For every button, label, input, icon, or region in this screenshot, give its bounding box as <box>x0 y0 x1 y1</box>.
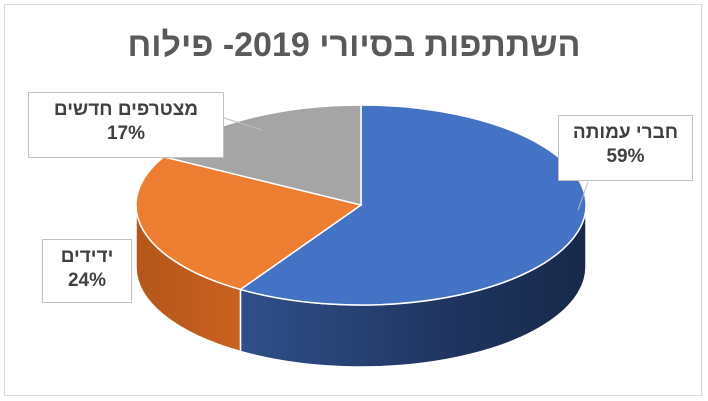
slice-0-value: 59% <box>606 146 645 167</box>
data-label-slice-1: ידידים 24% <box>42 239 132 303</box>
chart-title: השתתפות בסיורי 2019- פילוח <box>127 26 581 64</box>
slice-2-label: מצטרפים חדשים <box>53 99 199 120</box>
data-label-slice-2: מצטרפים חדשים 17% <box>28 92 224 158</box>
leader-lines <box>223 117 589 211</box>
slice-1-top <box>135 156 363 291</box>
slice-0-label: חברי עמותה <box>572 122 679 143</box>
slice-1-label: ידידים <box>60 246 114 267</box>
leader-line-1 <box>223 117 263 131</box>
slice-2-value: 17% <box>106 123 146 144</box>
slice-1-value: 24% <box>67 270 107 291</box>
leader-line-0 <box>577 181 589 211</box>
data-label-slice-0: חברי עמותה 59% <box>558 115 693 181</box>
slice-0-top <box>238 104 587 306</box>
